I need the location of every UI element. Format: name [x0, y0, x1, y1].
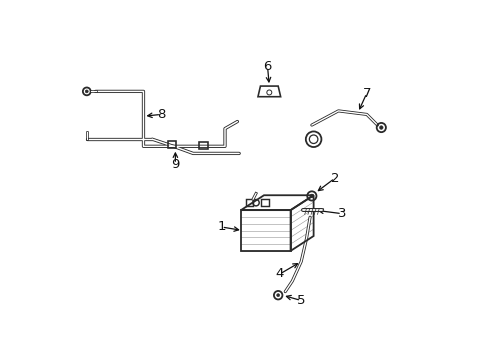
- Circle shape: [85, 90, 88, 93]
- Circle shape: [309, 194, 313, 198]
- Text: 1: 1: [217, 220, 225, 234]
- Text: 8: 8: [157, 108, 165, 121]
- Text: 4: 4: [275, 267, 284, 280]
- Circle shape: [276, 294, 279, 297]
- Circle shape: [379, 126, 382, 129]
- Text: 2: 2: [330, 172, 339, 185]
- Text: 6: 6: [263, 60, 271, 73]
- Text: 9: 9: [171, 158, 179, 171]
- Text: 7: 7: [362, 87, 370, 100]
- Text: 5: 5: [296, 294, 305, 307]
- Text: 3: 3: [337, 207, 346, 220]
